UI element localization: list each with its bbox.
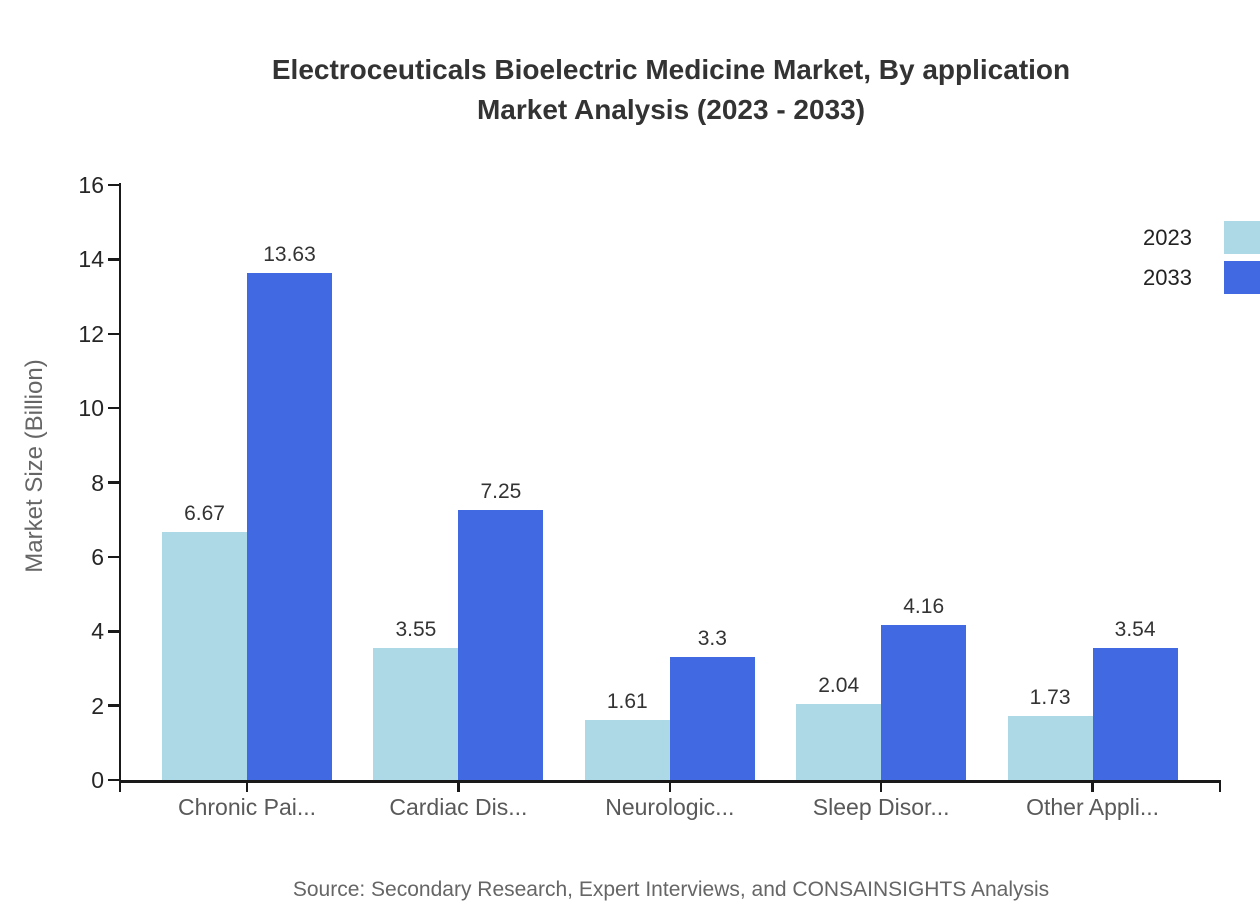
legend: 2023 2033 [1143,221,1260,301]
bar-value-label: 1.61 [606,690,648,714]
legend-item-2033: 2033 [1143,261,1260,294]
y-tick-label: 8 [91,469,104,496]
bar-value-label: 3.54 [1114,618,1156,642]
bar-value-label: 3.3 [697,627,727,651]
x-category-label: Neurologic... [605,794,735,820]
y-tick-label: 14 [78,246,104,273]
bar-2023 [796,704,882,780]
legend-item-2023: 2023 [1143,221,1260,254]
x-tick-mark [457,780,460,792]
y-tick-label: 2 [91,692,104,719]
y-tick-mark [108,332,120,335]
x-axis-line [118,780,1221,783]
y-tick-label: 16 [78,172,104,198]
legend-label: 2023 [1143,224,1192,250]
bar-2023 [162,531,247,780]
bar-value-label: 2.04 [818,674,860,698]
bar-2023 [1007,715,1093,780]
y-tick-mark [108,555,120,559]
bar-2033 [881,625,967,780]
y-tick-label: 6 [91,543,104,570]
chart-title: Electroceuticals Bioelectric Medicine Ma… [120,50,1222,130]
x-tick-mark [668,780,672,792]
y-tick-mark [108,778,120,782]
y-tick-mark [108,481,120,484]
bar-value-label: 1.73 [1029,685,1071,709]
legend-swatch [1224,261,1260,294]
y-tick-label: 0 [91,767,104,793]
chart-title-line2: Market Analysis (2023 - 2033) [476,94,866,125]
y-tick-mark [108,630,120,633]
y-tick-label: 10 [78,395,104,422]
x-category-label: Other Appli... [1026,794,1160,820]
bar-value-label: 4.16 [903,595,945,619]
bar-2033 [1092,648,1178,780]
y-axis-line [118,183,121,792]
x-category-label: Cardiac Dis... [389,794,528,820]
bar-2023 [373,647,459,780]
bar-value-label: 7.25 [480,480,522,504]
bar-value-label: 6.67 [184,501,225,525]
y-tick-mark [108,406,120,410]
y-tick-label: 4 [91,618,104,645]
y-axis-title: Market Size (Billion) [21,359,48,573]
x-category-label: Sleep Disor... [812,794,950,820]
x-tick-mark [1218,780,1221,792]
source-note: Source: Secondary Research, Expert Inter… [292,878,1050,901]
bar-2023 [584,720,670,780]
y-tick-mark [108,704,120,707]
legend-swatch [1224,221,1260,254]
chart-title-line1: Electroceuticals Bioelectric Medicine Ma… [271,54,1071,85]
x-category-label: Chronic Pai... [177,794,317,820]
bar-2033 [247,273,332,780]
x-tick-mark [1091,780,1094,792]
y-tick-label: 12 [78,320,104,347]
bar-value-label: 13.63 [263,243,316,267]
legend-label: 2033 [1143,264,1192,290]
bar-2033 [458,510,544,780]
x-tick-mark [879,780,883,792]
bar-value-label: 3.55 [395,617,437,641]
y-tick-mark [108,258,120,261]
bar-2033 [669,657,755,780]
y-tick-mark [108,183,120,187]
x-tick-mark [245,780,249,792]
